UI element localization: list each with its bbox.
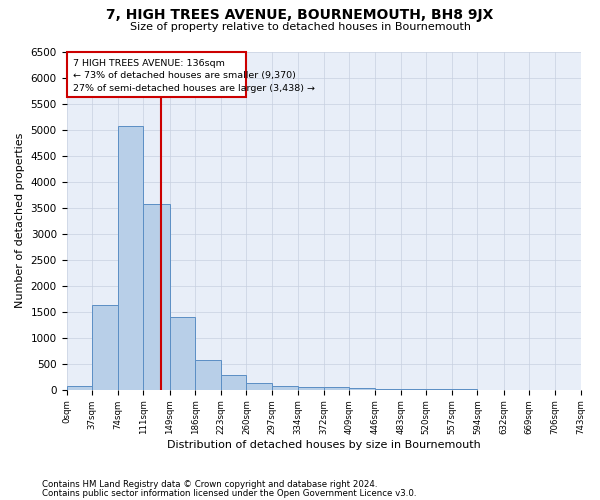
Bar bbox=[67, 386, 92, 390]
Bar bbox=[118, 126, 143, 390]
Text: 7 HIGH TREES AVENUE: 136sqm: 7 HIGH TREES AVENUE: 136sqm bbox=[73, 59, 224, 68]
Bar bbox=[375, 389, 401, 390]
Bar bbox=[272, 386, 298, 390]
X-axis label: Distribution of detached houses by size in Bournemouth: Distribution of detached houses by size … bbox=[167, 440, 481, 450]
Text: Contains public sector information licensed under the Open Government Licence v3: Contains public sector information licen… bbox=[42, 490, 416, 498]
Text: 27% of semi-detached houses are larger (3,438) →: 27% of semi-detached houses are larger (… bbox=[73, 84, 315, 92]
Bar bbox=[170, 317, 195, 390]
Bar bbox=[298, 386, 324, 390]
Bar bbox=[247, 383, 272, 390]
Bar bbox=[401, 389, 426, 390]
Bar bbox=[324, 387, 349, 390]
Bar bbox=[195, 360, 221, 390]
Text: 7, HIGH TREES AVENUE, BOURNEMOUTH, BH8 9JX: 7, HIGH TREES AVENUE, BOURNEMOUTH, BH8 9… bbox=[106, 8, 494, 22]
Bar bbox=[143, 204, 170, 390]
Text: Contains HM Land Registry data © Crown copyright and database right 2024.: Contains HM Land Registry data © Crown c… bbox=[42, 480, 377, 489]
Y-axis label: Number of detached properties: Number of detached properties bbox=[15, 133, 25, 308]
Bar bbox=[221, 375, 247, 390]
Bar bbox=[349, 388, 375, 390]
Bar bbox=[92, 306, 118, 390]
Text: ← 73% of detached houses are smaller (9,370): ← 73% of detached houses are smaller (9,… bbox=[73, 71, 296, 80]
Text: Size of property relative to detached houses in Bournemouth: Size of property relative to detached ho… bbox=[130, 22, 470, 32]
FancyBboxPatch shape bbox=[67, 52, 245, 98]
